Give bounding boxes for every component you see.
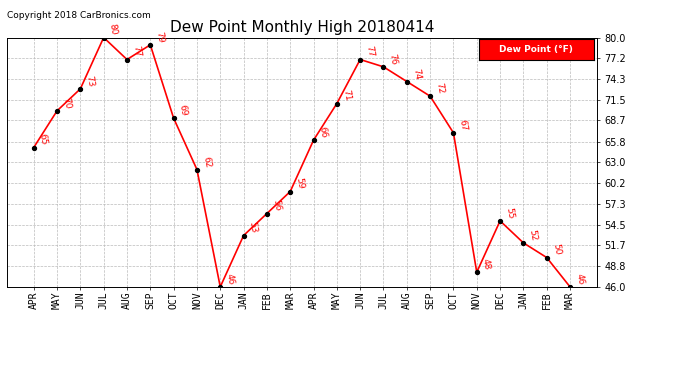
Text: Copyright 2018 CarBronics.com: Copyright 2018 CarBronics.com: [7, 11, 150, 20]
Text: 46: 46: [224, 273, 235, 285]
Text: 50: 50: [551, 243, 562, 256]
Text: 66: 66: [317, 126, 328, 139]
Text: 67: 67: [457, 118, 469, 132]
Text: 79: 79: [155, 30, 166, 44]
Point: [424, 93, 435, 99]
Point: [308, 137, 319, 143]
Point: [145, 42, 156, 48]
Point: [262, 210, 273, 216]
Text: 77: 77: [131, 45, 142, 58]
Text: 62: 62: [201, 155, 212, 168]
Text: 77: 77: [364, 45, 375, 58]
Text: 80: 80: [108, 23, 119, 36]
Point: [331, 100, 342, 106]
Point: [28, 144, 39, 150]
Text: 65: 65: [38, 133, 49, 146]
Title: Dew Point Monthly High 20180414: Dew Point Monthly High 20180414: [170, 20, 434, 35]
Text: 76: 76: [388, 53, 399, 66]
Point: [402, 78, 413, 84]
Point: [355, 57, 366, 63]
Point: [448, 130, 459, 136]
Point: [541, 255, 552, 261]
Text: 59: 59: [295, 177, 305, 190]
Text: 56: 56: [271, 199, 282, 212]
Text: 46: 46: [574, 273, 585, 285]
Point: [52, 108, 63, 114]
Point: [168, 115, 179, 121]
Text: 72: 72: [434, 82, 445, 95]
Point: [378, 64, 389, 70]
Text: 53: 53: [248, 221, 259, 234]
Text: 74: 74: [411, 68, 422, 80]
Point: [75, 86, 86, 92]
Point: [471, 269, 482, 275]
Point: [191, 166, 202, 172]
Point: [98, 34, 109, 40]
Text: 52: 52: [528, 229, 538, 242]
Text: 48: 48: [481, 258, 492, 271]
Point: [495, 218, 506, 224]
Text: 71: 71: [341, 89, 352, 102]
Point: [285, 189, 296, 195]
Point: [564, 284, 575, 290]
Point: [518, 240, 529, 246]
Point: [215, 284, 226, 290]
Text: 55: 55: [504, 207, 515, 219]
Point: [238, 232, 249, 238]
Text: 70: 70: [61, 97, 72, 109]
Text: 69: 69: [178, 104, 188, 117]
Text: 73: 73: [84, 75, 95, 87]
Point: [121, 57, 132, 63]
